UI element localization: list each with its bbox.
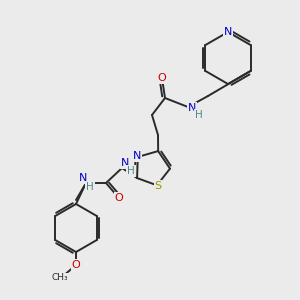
Text: N: N	[133, 151, 141, 161]
Text: S: S	[154, 181, 161, 191]
Text: O: O	[115, 193, 123, 203]
Text: O: O	[72, 260, 80, 270]
Text: H: H	[86, 182, 94, 192]
Text: N: N	[121, 158, 129, 168]
Text: N: N	[224, 27, 232, 37]
Text: H: H	[127, 166, 135, 176]
Text: H: H	[195, 110, 203, 120]
Text: N: N	[188, 103, 196, 113]
Text: CH₃: CH₃	[52, 274, 68, 283]
Text: O: O	[158, 73, 166, 83]
Text: N: N	[79, 173, 87, 183]
